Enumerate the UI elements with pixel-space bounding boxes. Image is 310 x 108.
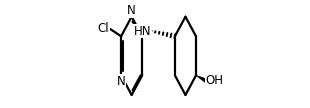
Text: HN: HN — [134, 25, 151, 38]
Polygon shape — [196, 75, 207, 82]
Text: OH: OH — [206, 74, 224, 87]
Text: N: N — [117, 75, 126, 88]
Text: Cl: Cl — [98, 22, 109, 35]
Text: N: N — [127, 4, 136, 17]
